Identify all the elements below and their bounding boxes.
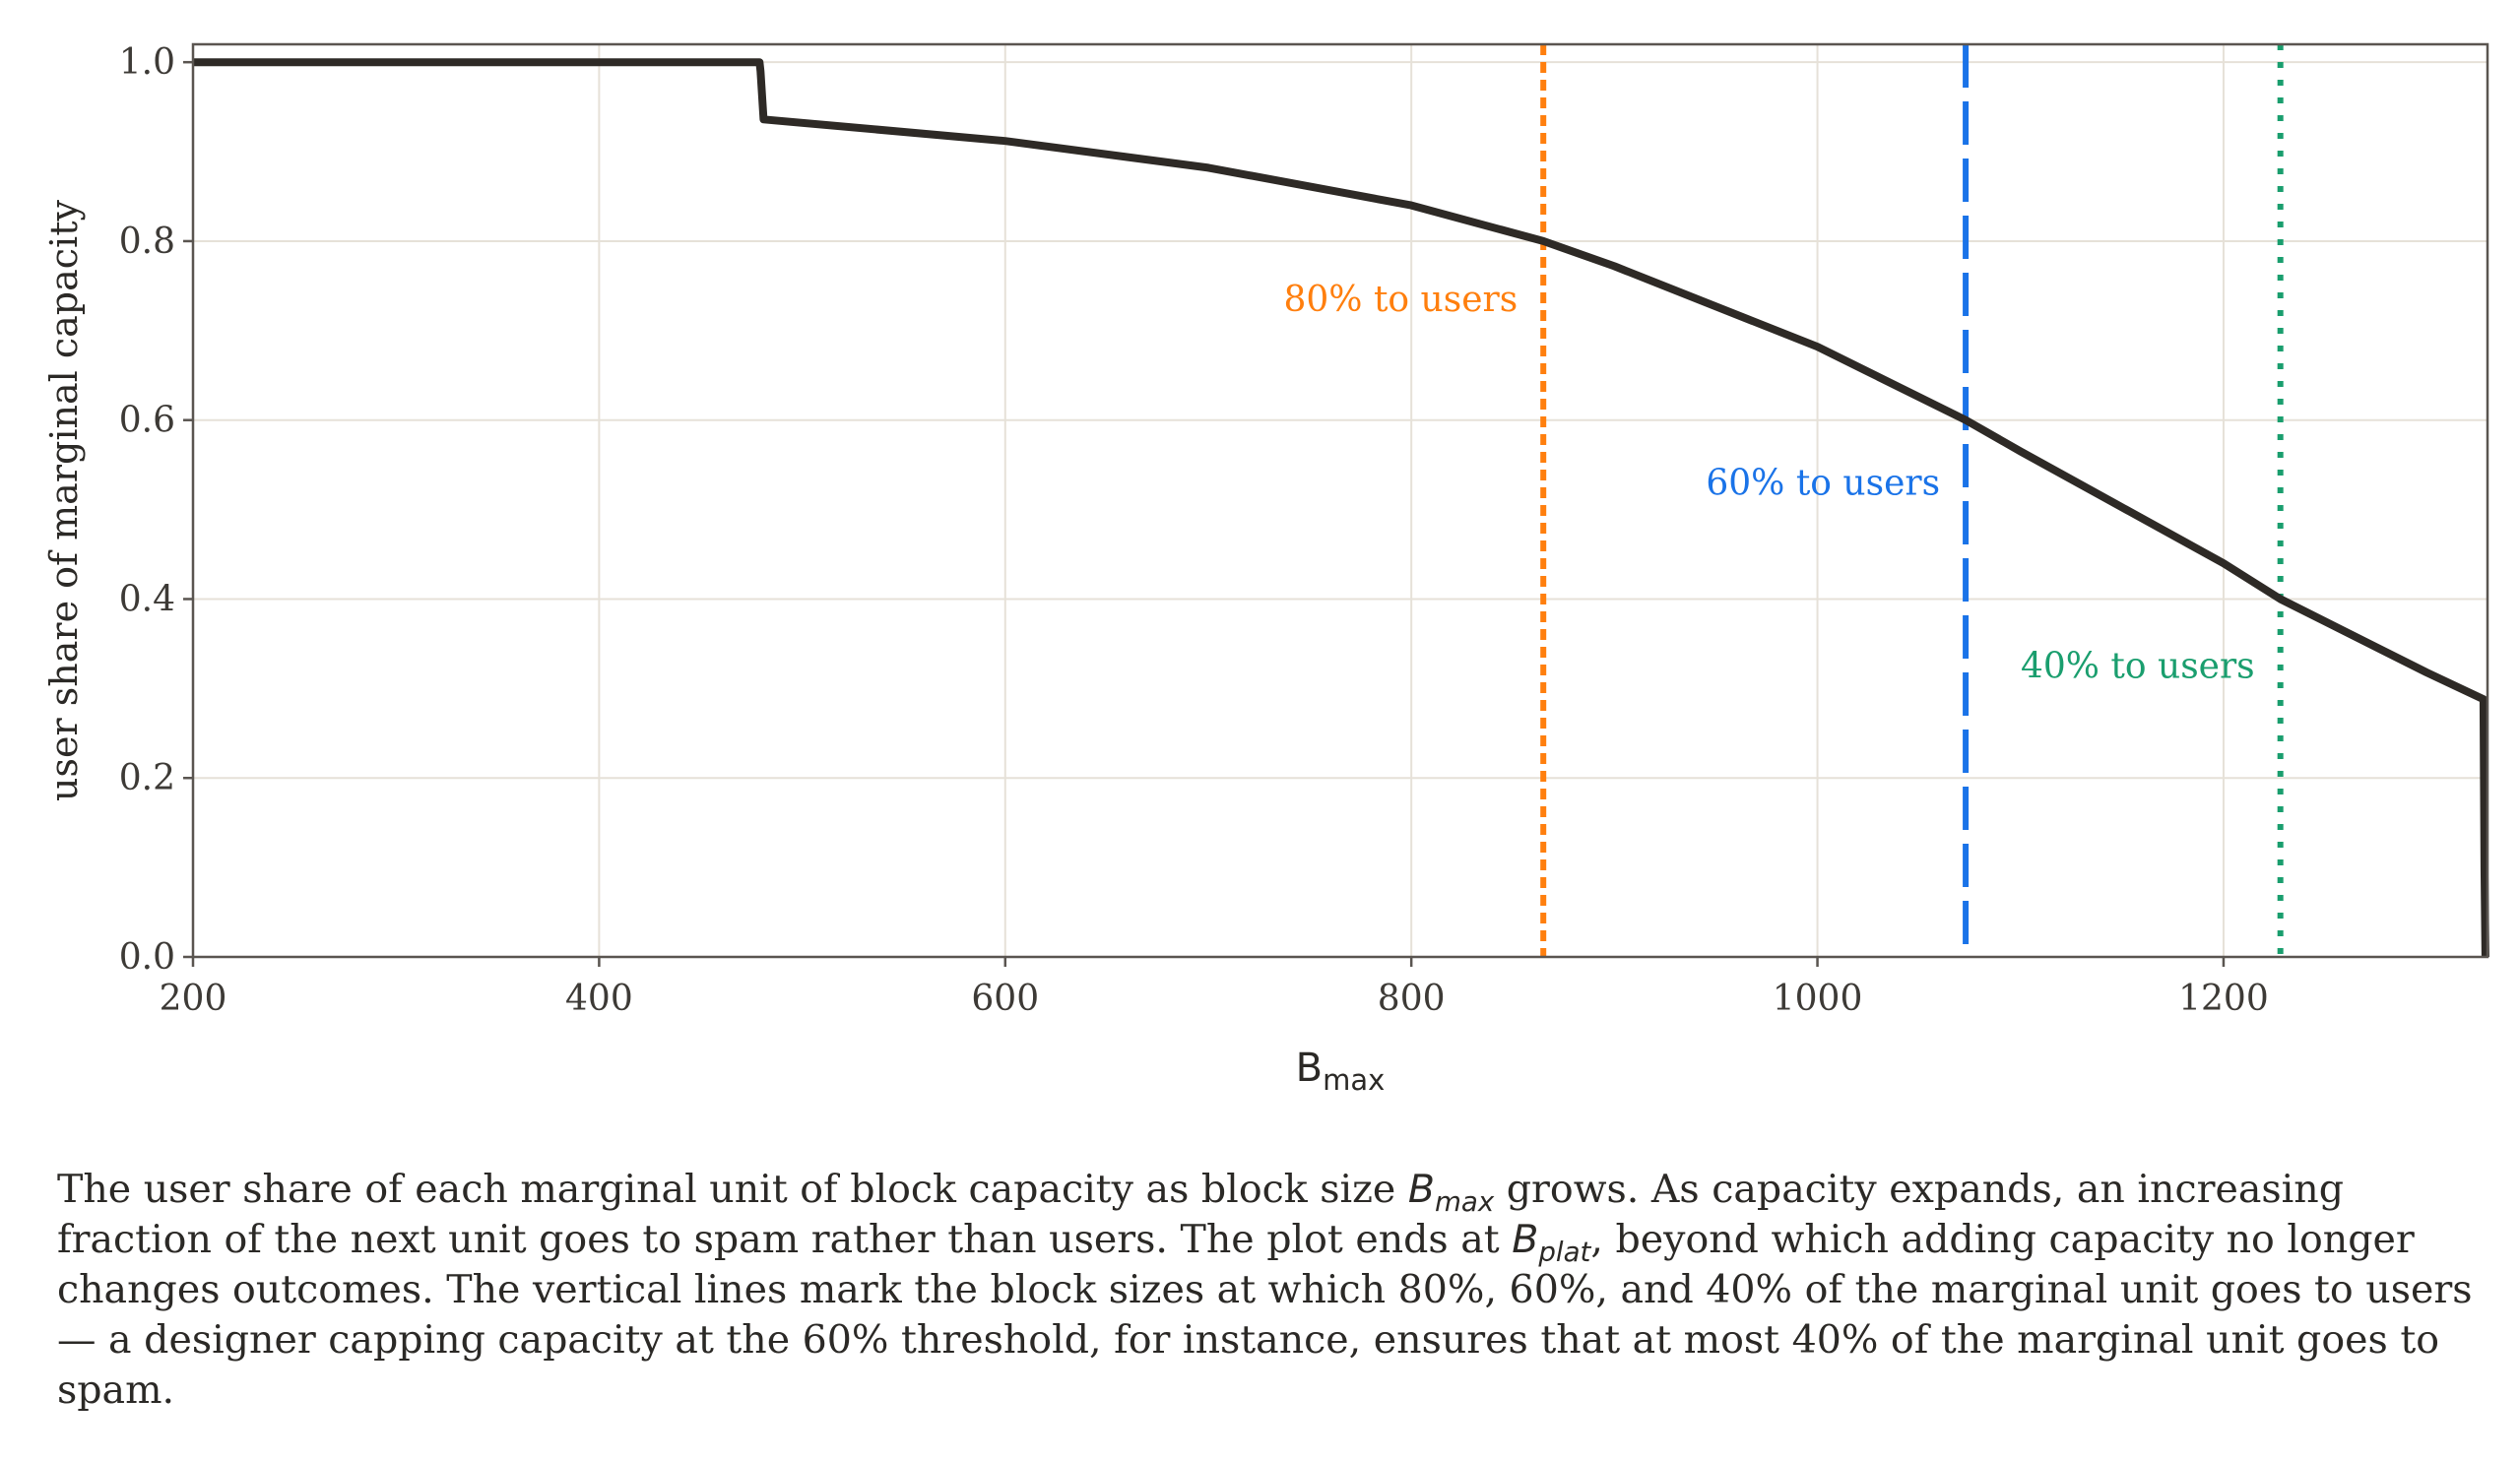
x-tick-label: 400: [565, 979, 633, 1019]
caption-text-3: , beyond which adding capacity no longer…: [57, 1217, 2473, 1413]
x-axis-label: Bmax: [1296, 1046, 1386, 1097]
vline-label-1: 60% to users: [1706, 463, 1940, 503]
caption-math-bplat: Bplat: [1512, 1217, 1590, 1265]
caption-math-bmax-base: B: [1407, 1167, 1435, 1212]
caption-math-bplat-sub: plat: [1538, 1235, 1591, 1268]
ticks: 200 400 600 800 1000 1200 0.0 0.2 0.4 0.6 0.8 1.0: [119, 42, 2269, 1019]
vline-label-2: 40% to users: [2021, 647, 2255, 687]
x-tick-label: 1200: [2178, 979, 2269, 1019]
y-axis-label: user share of marginal capacity: [42, 200, 86, 801]
caption-math-bmax-sub: max: [1434, 1184, 1495, 1218]
figure-caption: The user share of each marginal unit of …: [57, 1165, 2489, 1416]
caption-text-2: grows. As capacity expands, an increasin…: [57, 1167, 2345, 1262]
x-tick-label: 600: [971, 979, 1039, 1019]
y-tick-label: 0.4: [119, 579, 175, 619]
x-tick-label: 200: [160, 979, 227, 1019]
vline-label-0: 80% to users: [1283, 280, 1518, 320]
reference-lines: [1540, 44, 2284, 957]
chart: 200 400 600 800 1000 1200 0.0 0.2 0.4 0.6 0.8 1.0 8…: [42, 42, 2489, 1097]
caption-math-bmax: Bmax: [1407, 1167, 1494, 1215]
x-axis-label-sub: max: [1323, 1063, 1385, 1097]
plot-frame: [191, 42, 2489, 959]
series-line-0: [193, 58, 2489, 958]
x-tick-label: 1000: [1773, 979, 1863, 1019]
annotations: 80% to users 60% to users 40% to users: [1283, 280, 2254, 687]
x-tick-label: 800: [1378, 979, 1446, 1019]
caption-text-1: The user share of each marginal unit of …: [57, 1167, 1408, 1212]
caption-math-bplat-base: B: [1512, 1217, 1539, 1262]
y-tick-label: 0.0: [119, 937, 175, 978]
y-tick-label: 0.6: [119, 401, 175, 441]
y-tick-label: 0.8: [119, 222, 175, 262]
x-axis-label-base: B: [1296, 1046, 1323, 1091]
grid: [192, 44, 2488, 958]
series-layer: [193, 58, 2489, 958]
y-tick-label: 0.2: [119, 758, 175, 798]
y-tick-label: 1.0: [119, 42, 175, 83]
